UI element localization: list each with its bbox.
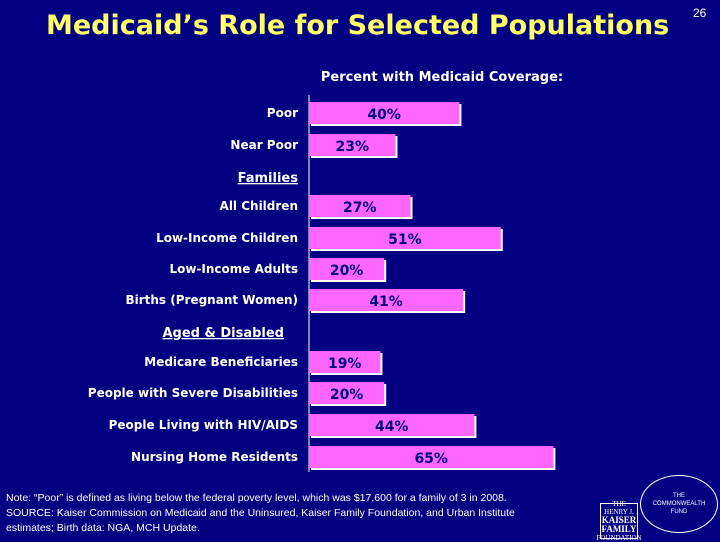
category-label: Poor: [267, 106, 298, 120]
bar: [309, 102, 460, 124]
page-number: 26: [693, 6, 707, 20]
footnote-line: Note: “Poor” is defined as living below …: [6, 492, 507, 504]
commonwealth-fund-logo: THE COMMONWEALTH FUND: [640, 475, 718, 533]
bar: [309, 351, 381, 373]
footnote: Note: “Poor” is defined as living below …: [6, 491, 596, 536]
bar: [309, 289, 464, 311]
value-label: 40%: [367, 107, 401, 123]
bar: [309, 134, 396, 156]
bar-chart: Percent with Medicaid Coverage: Families A…: [88, 70, 563, 472]
chart-title: Percent with Medicaid Coverage:: [321, 70, 563, 85]
category-label: All Children: [220, 199, 298, 213]
category-label: Low-Income Children: [156, 231, 298, 245]
category-label: Medicare Beneficiaries: [144, 355, 298, 369]
value-label: 44%: [375, 419, 409, 435]
value-label: 51%: [388, 232, 422, 248]
group-heading: Families: [238, 171, 299, 186]
value-label: 23%: [335, 139, 369, 155]
value-label: 41%: [369, 294, 403, 310]
cwf-logo-text: FUND: [670, 509, 688, 515]
bar: [309, 414, 475, 436]
bar: [309, 227, 501, 249]
bar: [309, 195, 411, 217]
cwf-logo-text: COMMONWEALTH: [652, 501, 706, 507]
kaiser-logo-text: THE HENRY J.: [604, 500, 634, 516]
value-label: 20%: [330, 263, 364, 279]
bar: [309, 258, 385, 280]
kaiser-logo-text: FAMILY: [601, 524, 637, 534]
value-label: 65%: [414, 451, 448, 467]
kaiser-logo-text: FOUNDATION: [596, 534, 642, 542]
value-label: 20%: [330, 387, 364, 403]
footnote-line: SOURCE: Kaiser Commission on Medicaid an…: [6, 507, 515, 519]
category-label: Nursing Home Residents: [131, 450, 298, 464]
value-label: 27%: [343, 200, 377, 216]
kaiser-logo-text: KAISER: [601, 515, 637, 525]
bar: [309, 382, 385, 404]
category-label: People Living with HIV/AIDS: [109, 418, 298, 432]
value-label: 19%: [328, 356, 362, 372]
category-label: Near Poor: [230, 138, 298, 152]
bar: [309, 446, 554, 468]
group-heading: Aged & Disabled: [162, 326, 284, 341]
footnote-line: estimates; Birth data: NGA, MCH Update.: [6, 522, 200, 534]
category-label: People with Severe Disabilities: [88, 386, 298, 400]
category-label: Births (Pregnant Women): [125, 293, 298, 307]
cwf-logo-text: THE: [673, 493, 685, 499]
kaiser-logo: THE HENRY J. KAISER FAMILY FOUNDATION: [596, 500, 641, 542]
slide-title: Medicaid’s Role for Selected Populations: [46, 10, 670, 41]
category-label: Low-Income Adults: [169, 262, 298, 276]
